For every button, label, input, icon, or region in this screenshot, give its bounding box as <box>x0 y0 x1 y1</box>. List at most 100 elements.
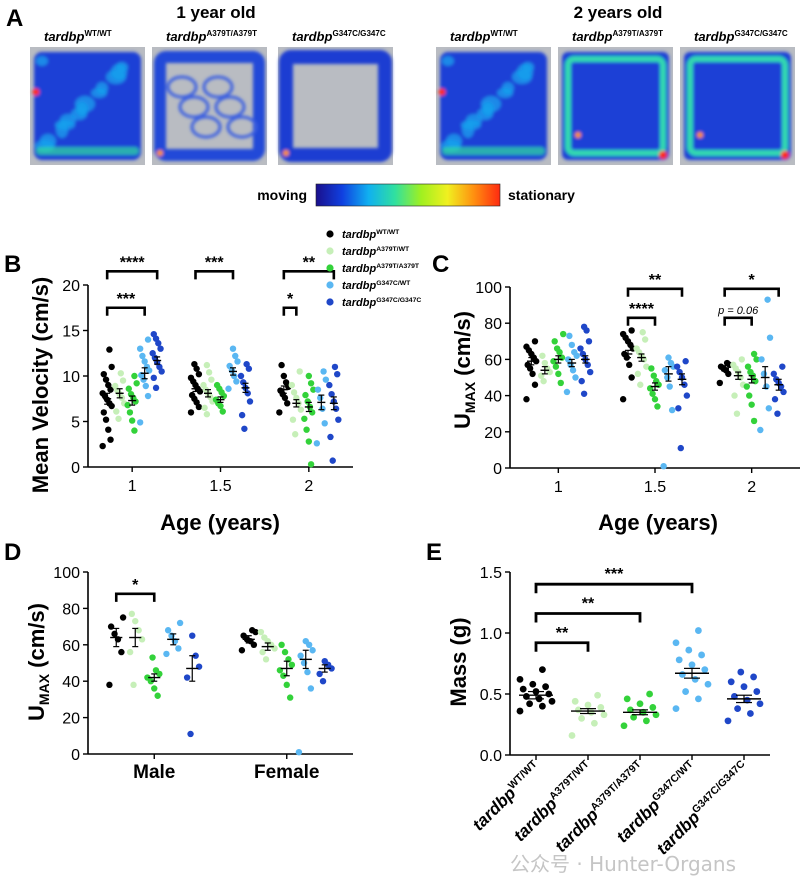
arena-heatmap-1: tardbpWT/WT <box>30 29 145 165</box>
category-group <box>516 666 556 715</box>
data-point <box>309 647 316 654</box>
data-point <box>329 457 336 464</box>
data-point <box>126 409 134 416</box>
data-point <box>248 627 256 634</box>
data-point <box>304 398 311 405</box>
data-point <box>569 367 577 374</box>
category-group <box>99 330 165 450</box>
data-point <box>675 405 682 412</box>
data-point <box>303 426 310 433</box>
category-group <box>620 690 660 730</box>
data-point <box>542 683 549 691</box>
data-point <box>651 396 659 403</box>
heat-edge <box>279 50 392 162</box>
data-point <box>748 401 755 408</box>
data-point <box>571 697 579 705</box>
data-point <box>99 442 106 450</box>
significance-annotation: **** <box>105 254 159 280</box>
data-point <box>229 345 237 352</box>
legend-marker <box>326 281 334 289</box>
data-point <box>213 381 221 389</box>
significance-annotation: p = 0.06 <box>717 305 759 326</box>
legend-marker <box>326 298 334 306</box>
data-point <box>102 416 110 423</box>
data-point <box>175 645 182 652</box>
significance-label: **** <box>120 254 146 271</box>
significance-bracket <box>534 612 642 623</box>
significance-label: ** <box>649 272 662 289</box>
data-point <box>737 668 745 676</box>
data-point <box>673 363 681 370</box>
heat-edge <box>565 56 666 156</box>
data-point <box>774 410 781 417</box>
data-point <box>302 637 309 645</box>
data-point <box>649 704 657 711</box>
significance-bracket <box>114 592 156 602</box>
data-point <box>648 365 655 372</box>
data-point <box>724 717 732 725</box>
data-point <box>328 391 335 398</box>
x-tick-label: 2 <box>304 478 313 495</box>
heat-hotspot <box>438 88 446 96</box>
heat-track <box>214 95 246 119</box>
data-point <box>619 330 627 338</box>
data-point <box>259 648 266 656</box>
data-point <box>219 408 226 415</box>
data-point <box>704 680 712 688</box>
heat-spot <box>481 96 501 112</box>
data-point <box>183 674 191 681</box>
data-point <box>280 672 287 679</box>
data-point <box>701 666 709 673</box>
legend-entry: tardbpG347C/G347C <box>326 297 421 309</box>
data-point <box>290 389 298 396</box>
data-point <box>523 396 530 403</box>
data-point <box>115 415 122 422</box>
data-point <box>568 732 576 739</box>
data-point <box>771 396 779 403</box>
data-point <box>280 372 288 380</box>
heat-layer <box>562 52 669 160</box>
data-point <box>578 377 585 385</box>
category-group <box>672 627 712 713</box>
data-point <box>660 462 667 470</box>
category-group <box>238 627 335 756</box>
significance-bracket <box>723 287 780 297</box>
data-point <box>187 409 195 416</box>
arena-background <box>152 47 267 165</box>
panel-c-x-label: Age (years) <box>598 510 718 535</box>
data-point <box>244 390 251 397</box>
data-point <box>152 384 160 392</box>
data-point <box>757 426 764 434</box>
axes: 0 20 40 60 80 100 1 1.5 2 <box>475 280 800 496</box>
data-point <box>594 691 601 699</box>
data-point <box>304 668 311 676</box>
heat-layer <box>684 52 791 160</box>
data-point <box>541 359 549 367</box>
data-point <box>540 377 547 385</box>
data-point <box>765 405 773 412</box>
data-point <box>639 329 646 336</box>
data-point <box>643 363 650 370</box>
data-point <box>327 433 334 441</box>
data-point <box>627 706 634 714</box>
data-point <box>580 323 588 331</box>
data-point <box>779 363 786 370</box>
legend-label: tardbpG347C/G347C <box>342 297 421 309</box>
data-point <box>664 374 671 381</box>
data-point <box>286 694 294 701</box>
significance-annotation: **** <box>626 301 657 326</box>
data-point <box>301 415 308 422</box>
data-point <box>149 350 156 357</box>
legend-label: tardbpA379T/A379T <box>342 263 420 275</box>
data-point <box>591 719 598 727</box>
data-point <box>568 341 576 349</box>
group-2-years-title: 2 years old <box>574 3 663 22</box>
data-point <box>105 381 112 389</box>
data-point <box>100 409 107 416</box>
data-point <box>731 392 738 399</box>
x-tick-label: tardbpG347C/G347C <box>652 758 753 859</box>
data-point <box>133 380 140 387</box>
data-point <box>566 332 573 340</box>
legend-marker <box>326 247 334 255</box>
heat-hotspot <box>575 132 581 138</box>
